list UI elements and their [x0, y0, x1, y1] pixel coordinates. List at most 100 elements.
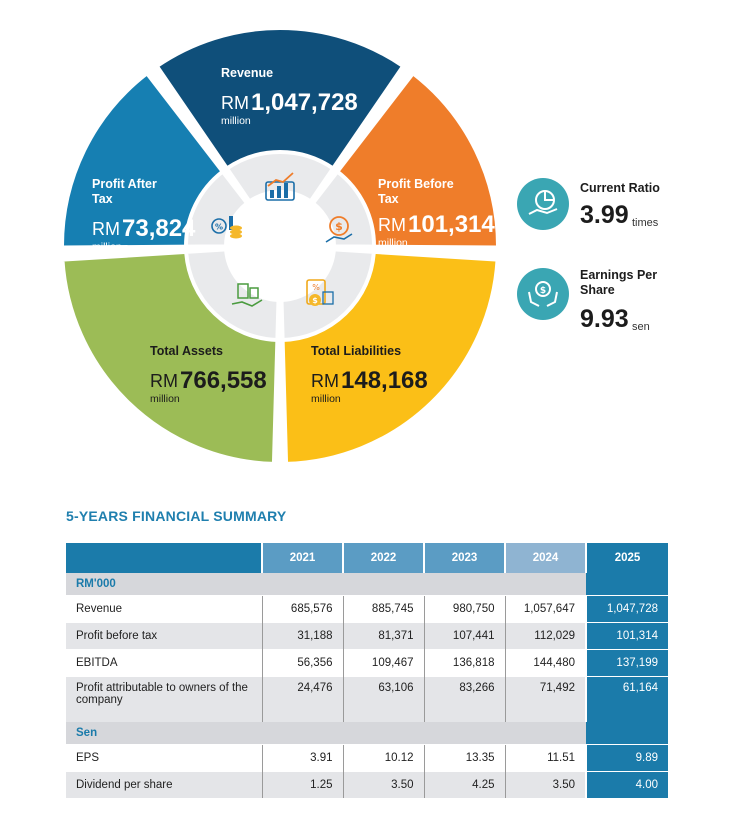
- wheel-hub: [228, 194, 332, 298]
- current-ratio-label: Current Ratio: [580, 181, 660, 195]
- pat-value: 73,824: [122, 215, 196, 242]
- invoice-icon: % $: [306, 279, 334, 306]
- money-growth-icon: $: [325, 216, 353, 243]
- table-row: EBITDA 56,356 109,467 136,818 144,480 13…: [66, 649, 668, 677]
- header-year: 2024: [504, 543, 586, 573]
- pbt-title-line1: Profit Before: [378, 177, 454, 191]
- hands-money-icon: $: [528, 281, 558, 307]
- cell-value: 24,476: [261, 676, 343, 722]
- svg-text:$: $: [312, 296, 318, 305]
- eps-label-line1: Earnings Per: [580, 268, 658, 282]
- cell-value: 109,467: [342, 649, 424, 677]
- building-hand-icon: [231, 283, 263, 307]
- revenue-unit: million: [221, 115, 251, 127]
- row-label: EBITDA: [66, 649, 262, 677]
- assets-title: Total Assets: [150, 344, 223, 358]
- row-label: Dividend per share: [66, 771, 262, 798]
- liabilities-icon-band: [279, 247, 376, 343]
- svg-text:%: %: [312, 283, 320, 292]
- cell-value: 71,492: [504, 676, 586, 722]
- cell-value: 3.91: [261, 744, 343, 772]
- eps-value: 9.93: [580, 305, 629, 333]
- table-row: Revenue 685,576 885,745 980,750 1,057,64…: [66, 595, 668, 623]
- header-year: 2022: [342, 543, 424, 573]
- row-label: Profit attributable to owners of the com…: [66, 676, 262, 722]
- svg-text:%: %: [215, 223, 223, 232]
- cell-value-current: 1,047,728: [585, 595, 668, 623]
- cell-value-current: 9.89: [585, 744, 668, 772]
- section-row: Sen: [66, 722, 668, 745]
- revenue-title: Revenue: [221, 66, 273, 80]
- cell-value: 83,266: [423, 676, 505, 722]
- revenue-currency: RM: [221, 93, 249, 113]
- cell-value: 13.35: [423, 744, 505, 772]
- assets-unit: million: [150, 393, 180, 405]
- pat-unit: million: [92, 241, 122, 253]
- cell-value-current: 101,314: [585, 622, 668, 650]
- current-ratio-badge: [517, 178, 569, 230]
- cell-value: 144,480: [504, 649, 586, 677]
- cell-value: 3.50: [504, 771, 586, 798]
- row-label: EPS: [66, 744, 262, 772]
- row-label: Profit before tax: [66, 622, 262, 650]
- summary-title: 5-YEARS FINANCIAL SUMMARY: [66, 508, 287, 524]
- eps-badge: $: [517, 268, 569, 320]
- pie-hand-icon: [528, 190, 558, 215]
- section-row: RM'000: [66, 573, 668, 596]
- eps-label-line2: Share: [580, 283, 615, 297]
- chart-growth-icon: [265, 172, 295, 201]
- cell-value: 3.50: [342, 771, 424, 798]
- pbt-currency: RM: [378, 215, 406, 235]
- cell-value-current: 61,164: [585, 676, 668, 722]
- liabilities-title: Total Liabilities: [311, 344, 401, 358]
- financial-summary-table: 2021 2022 2023 2024 2025 RM'000 Revenue …: [66, 543, 668, 798]
- section-label: Sen: [66, 722, 586, 745]
- cell-value: 885,745: [342, 595, 424, 623]
- cell-value: 10.12: [342, 744, 424, 772]
- pat-currency: RM: [92, 219, 120, 239]
- pat-title-line1: Profit After: [92, 177, 157, 191]
- svg-text:$: $: [540, 286, 546, 296]
- table-header-row: 2021 2022 2023 2024 2025: [66, 543, 668, 573]
- cell-value: 136,818: [423, 649, 505, 677]
- cell-value-current: 137,199: [585, 649, 668, 677]
- assets-value: 766,558: [180, 367, 267, 394]
- cell-value: 63,106: [342, 676, 424, 722]
- cell-value: 56,356: [261, 649, 343, 677]
- pbt-value: 101,314: [408, 211, 495, 238]
- section-label: RM'000: [66, 573, 586, 596]
- cell-value: 1.25: [261, 771, 343, 798]
- liabilities-value: 148,168: [341, 367, 428, 394]
- pbt-unit: million: [378, 237, 408, 249]
- row-label: Revenue: [66, 595, 262, 623]
- coins-percent-icon: %: [211, 216, 242, 239]
- header-year: 2023: [423, 543, 505, 573]
- cell-value: 11.51: [504, 744, 586, 772]
- financial-highlights-wheel: Revenue RM 1,047,728 million Profit Befo…: [60, 26, 500, 466]
- pbt-icon-band: [310, 168, 376, 249]
- svg-text:$: $: [335, 220, 343, 233]
- cell-value-current: 4.00: [585, 771, 668, 798]
- cell-value: 4.25: [423, 771, 505, 798]
- cell-value: 112,029: [504, 622, 586, 650]
- revenue-value: 1,047,728: [251, 89, 358, 116]
- table-row: Dividend per share 1.25 3.50 4.25 3.50 4…: [66, 771, 668, 798]
- liabilities-unit: million: [311, 393, 341, 405]
- cell-value: 81,371: [342, 622, 424, 650]
- table-row: EPS 3.91 10.12 13.35 11.51 9.89: [66, 744, 668, 772]
- cell-value: 1,057,647: [504, 595, 586, 623]
- header-year: 2021: [261, 543, 343, 573]
- section-current-cell: [586, 722, 668, 745]
- pbt-title-line2: Tax: [378, 192, 399, 206]
- assets-icon-band: [184, 247, 281, 343]
- cell-value: 980,750: [423, 595, 505, 623]
- table-row: Profit attributable to owners of the com…: [66, 676, 668, 722]
- cell-value: 31,188: [261, 622, 343, 650]
- pat-title-line2: Tax: [92, 192, 113, 206]
- section-current-cell: [586, 573, 668, 596]
- liabilities-currency: RM: [311, 371, 339, 391]
- table-row: Profit before tax 31,188 81,371 107,441 …: [66, 622, 668, 650]
- eps-unit: sen: [632, 321, 650, 333]
- header-label-cell: [66, 543, 262, 573]
- assets-currency: RM: [150, 371, 178, 391]
